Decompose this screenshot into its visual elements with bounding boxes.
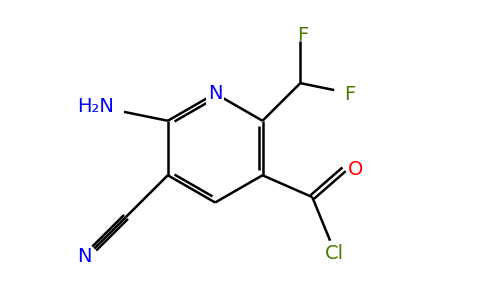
Text: F: F xyxy=(297,26,308,45)
Text: N: N xyxy=(77,247,91,266)
Text: Cl: Cl xyxy=(325,244,344,263)
Text: O: O xyxy=(348,160,363,179)
Text: N: N xyxy=(208,84,223,103)
Text: H₂N: H₂N xyxy=(77,98,114,116)
Text: F: F xyxy=(344,85,355,104)
